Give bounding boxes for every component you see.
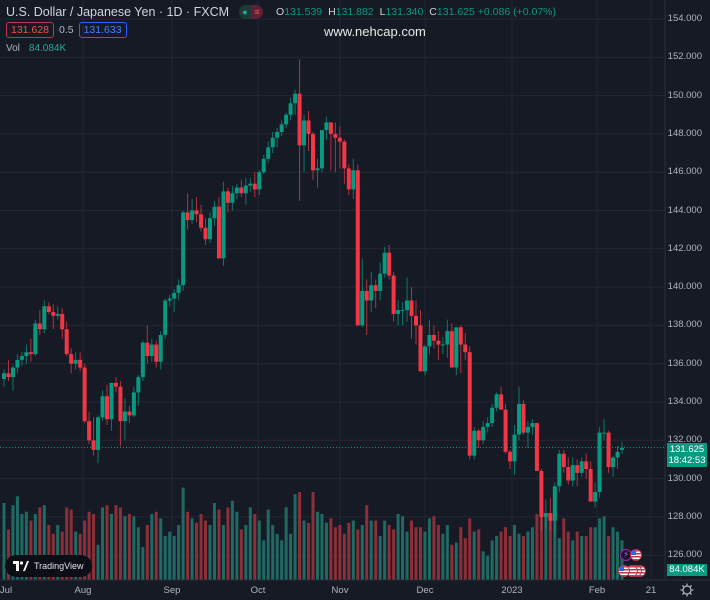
tradingview-logo[interactable]: TradingView (5, 555, 92, 577)
price-axis-label: 150.000 (667, 89, 702, 101)
volume-bars (2, 487, 624, 580)
spread-value: 0.5 (58, 24, 74, 36)
grid-lines (0, 0, 665, 580)
market-status-toggle[interactable]: ● ≡ (239, 5, 264, 19)
time-axis-label: 2023 (501, 585, 523, 596)
time-axis-label: Sep (163, 585, 181, 596)
time-axis-label: Oct (250, 585, 266, 596)
time-axis-label: Dec (416, 585, 434, 596)
last-price-value: 131.625 (669, 444, 705, 455)
price-axis-label: 126.000 (667, 549, 702, 561)
buy-button[interactable]: 131.633 (78, 22, 127, 38)
price-axis-label: 144.000 (667, 204, 702, 216)
economic-events: ⚡ (617, 547, 667, 581)
menu-icon: ≡ (251, 5, 264, 19)
tradingview-logo-icon (13, 561, 29, 571)
time-axis-label: Aug (74, 585, 92, 596)
volume-tag: 84.084K (667, 564, 707, 576)
price-axis-label: 142.000 (667, 242, 702, 254)
price-axis-label: 132.000 (667, 434, 702, 446)
countdown-value: 18:42:53 (668, 455, 706, 466)
ohlc-values: O131.539 H131.882 L131.340 C131.625 +0.0… (276, 6, 557, 18)
settings-gear-icon[interactable] (680, 583, 694, 597)
last-price-tag: 131.625 18:42:53 (667, 443, 707, 467)
price-axis-label: 128.000 (667, 510, 702, 522)
price-axis-label: 138.000 (667, 319, 702, 331)
volume-label[interactable]: Vol (6, 43, 20, 54)
symbol-title[interactable]: U.S. Dollar / Japanese Yen · 1D · FXCM (6, 5, 230, 19)
price-axis-label: 146.000 (667, 166, 702, 178)
price-axis-label: 134.000 (667, 396, 702, 407)
price-axis-label: 148.000 (667, 127, 702, 139)
time-axis-label: 21 (645, 585, 657, 596)
time-axis-label: Nov (331, 585, 349, 596)
sell-button[interactable]: 131.628 (6, 22, 54, 38)
us-flag-event-icon[interactable] (630, 549, 642, 561)
watermark-text: www.nehcap.com (324, 24, 426, 39)
change-value: +0.086 (+0.07%) (477, 6, 557, 18)
volume-value: 84.084K (28, 43, 67, 54)
bid-ask-row: 131.628 0.5 131.633 (6, 22, 127, 38)
price-axis-label: 140.000 (667, 281, 702, 293)
price-axis-label: 130.000 (667, 472, 702, 484)
candlesticks (2, 59, 624, 535)
us-flag-event-icon[interactable] (618, 565, 630, 577)
time-axis-label: Jul (0, 585, 13, 596)
price-axis-label: 136.000 (667, 357, 702, 369)
price-axis-label: 152.000 (667, 51, 702, 63)
tradingview-logo-text: TradingView (34, 561, 84, 571)
market-open-icon: ● (239, 5, 252, 19)
time-axis-label: Feb (588, 585, 606, 596)
price-axis-label: 154.000 (667, 13, 702, 24)
symbol-legend: U.S. Dollar / Japanese Yen · 1D · FXCM ●… (6, 5, 556, 19)
volume-legend: Vol 84.084K (6, 43, 66, 54)
